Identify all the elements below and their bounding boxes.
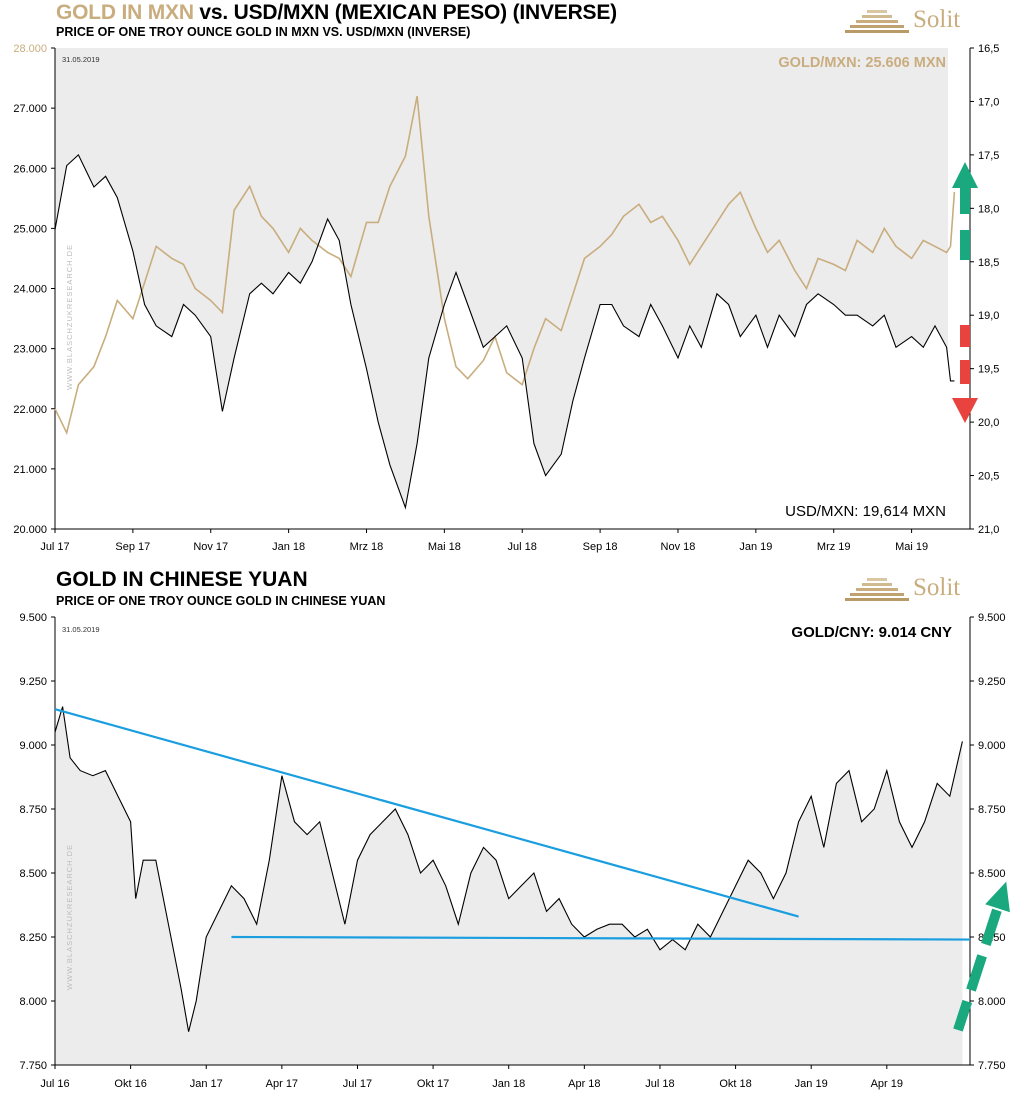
trendline-support <box>231 935 971 941</box>
y-right-tick-label: 9.500 <box>978 612 1006 624</box>
x-tick-label: Apr 19 <box>871 1078 903 1090</box>
gold-mxn-line <box>54 95 956 436</box>
y-left-tick-label: 8.500 <box>19 868 47 880</box>
usd-mxn-value-label: USD/MXN: 19,614 MXN <box>785 503 946 520</box>
x-tick-label: Okt 16 <box>114 1078 146 1090</box>
y-left-tick-label: 9.250 <box>19 676 47 688</box>
y-left-tick-label: 22.000 <box>13 404 47 416</box>
x-tick-label: Mai 18 <box>428 541 461 553</box>
y-right-tick-label: 9.000 <box>978 740 1006 752</box>
pyramid-icon <box>845 578 909 601</box>
chart2-title: GOLD IN CHINESE YUAN <box>56 568 308 591</box>
y-right-tick-label: 19,0 <box>978 310 999 322</box>
trendline-resistance <box>54 708 799 918</box>
x-tick-label: Jul 16 <box>40 1078 69 1090</box>
x-tick-label: Apr 17 <box>266 1078 298 1090</box>
x-tick-label: Jul 18 <box>645 1078 674 1090</box>
y-left-tick-label: 28.000 <box>13 43 47 55</box>
y-left-tick-label: 8.000 <box>19 996 47 1008</box>
usd-area-mask <box>55 48 955 529</box>
y-left-tick-label: 23.000 <box>13 344 47 356</box>
x-tick-label: Nov 17 <box>193 541 228 553</box>
pyramid-icon <box>845 10 909 33</box>
gold-cny-chart: 7.7507.7508.0008.0008.2508.2508.5008.500… <box>19 612 1010 1090</box>
cny-area <box>55 706 963 1065</box>
solit-logo-text: Solit <box>913 574 961 601</box>
x-tick-label: Okt 17 <box>417 1078 449 1090</box>
chart1-title-gold: GOLD IN MXN <box>56 1 194 24</box>
x-tick-label: Jan 18 <box>492 1078 525 1090</box>
chart1-date-stamp: 31.05.2019 <box>62 55 100 64</box>
y-left-tick-label: 27.000 <box>13 103 47 115</box>
y-left-tick-label: 20.000 <box>13 524 47 536</box>
y-right-tick-label: 17,5 <box>978 150 999 162</box>
green-arrow-up-icon <box>952 162 978 260</box>
chart1-title-rest: vs. USD/MXN (MEXICAN PESO) (INVERSE) <box>193 1 617 24</box>
gold-cny-value-label: GOLD/CNY: 9.014 CNY <box>791 624 952 641</box>
y-right-tick-label: 7.750 <box>978 1060 1006 1072</box>
solit-logo-bottom: Solit <box>845 572 975 606</box>
gold-mxn-usd-chart: 20.000 21.000 22.000 23.000 24.000 25.000 26.0… <box>13 43 999 553</box>
solit-logo-top: Solit <box>845 4 975 38</box>
y-left-tick-label: 9.500 <box>19 612 47 624</box>
y-left-tick-label: 21.000 <box>13 464 47 476</box>
y-left-tick-label: 9.000 <box>19 740 47 752</box>
y-right-tick-label: 21,0 <box>978 524 999 536</box>
chart2-watermark: WWW.BLASCHZUKRESEARCH.DE <box>65 844 74 990</box>
y-right-tick-label: 17,0 <box>978 96 999 108</box>
x-tick-label: Jan 18 <box>272 541 305 553</box>
chart1-subtitle: PRICE OF ONE TROY OUNCE GOLD IN MXN VS. … <box>56 25 471 39</box>
x-tick-label: Jul 17 <box>40 541 69 553</box>
x-tick-label: Mrz 19 <box>817 541 851 553</box>
x-tick-label: Apr 18 <box>568 1078 600 1090</box>
y-right-tick-label: 8.750 <box>978 804 1006 816</box>
y-right-tick-label: 19,5 <box>978 364 999 376</box>
chart1-watermark: WWW.BLASCHZUKRESEARCH.DE <box>65 244 74 390</box>
chart2-date-stamp: 31.05.2019 <box>62 625 100 634</box>
x-tick-label: Sep 17 <box>115 541 150 553</box>
solit-logo-text: Solit <box>913 6 961 33</box>
x-tick-label: Mrz 18 <box>350 541 384 553</box>
y-right-tick-label: 18,0 <box>978 203 999 215</box>
x-tick-label: Sep 18 <box>583 541 618 553</box>
y-left-tick-label: 7.750 <box>19 1060 47 1072</box>
y-left-tick-label: 24.000 <box>13 284 47 296</box>
y-left-tick-label: 8.250 <box>19 932 47 944</box>
y-right-tick-label: 8.000 <box>978 996 1006 1008</box>
x-tick-label: Okt 18 <box>719 1078 751 1090</box>
y-right-tick-label: 8.500 <box>978 868 1006 880</box>
y-right-tick-label: 9.250 <box>978 676 1006 688</box>
x-tick-label: Jan 19 <box>795 1078 828 1090</box>
x-tick-label: Jan 19 <box>739 541 772 553</box>
chart1-title: GOLD IN MXN vs. USD/MXN (MEXICAN PESO) (… <box>56 1 617 25</box>
gold-cny-line <box>54 706 963 1032</box>
x-tick-label: Jan 17 <box>190 1078 223 1090</box>
x-tick-label: Jul 18 <box>508 541 537 553</box>
green-arrow-up-right-icon <box>953 881 1010 1032</box>
x-tick-label: Mai 19 <box>895 541 928 553</box>
y-right-tick-label: 16,5 <box>978 43 999 55</box>
x-tick-label: Jul 17 <box>343 1078 372 1090</box>
y-right-tick-label: 18,5 <box>978 257 999 269</box>
y-right-tick-label: 20,0 <box>978 417 999 429</box>
y-left-tick-label: 25.000 <box>13 223 47 235</box>
x-tick-label: Nov 18 <box>661 541 696 553</box>
chart2-subtitle: PRICE OF ONE TROY OUNCE GOLD IN CHINESE … <box>56 594 386 608</box>
y-right-tick-label: 20,5 <box>978 471 999 483</box>
red-arrow-down-icon <box>952 325 978 423</box>
gold-mxn-value-label: GOLD/MXN: 25.606 MXN <box>778 55 946 71</box>
usd-mxn-line <box>54 153 955 510</box>
y-left-tick-label: 8.750 <box>19 804 47 816</box>
y-left-tick-label: 26.000 <box>13 163 47 175</box>
